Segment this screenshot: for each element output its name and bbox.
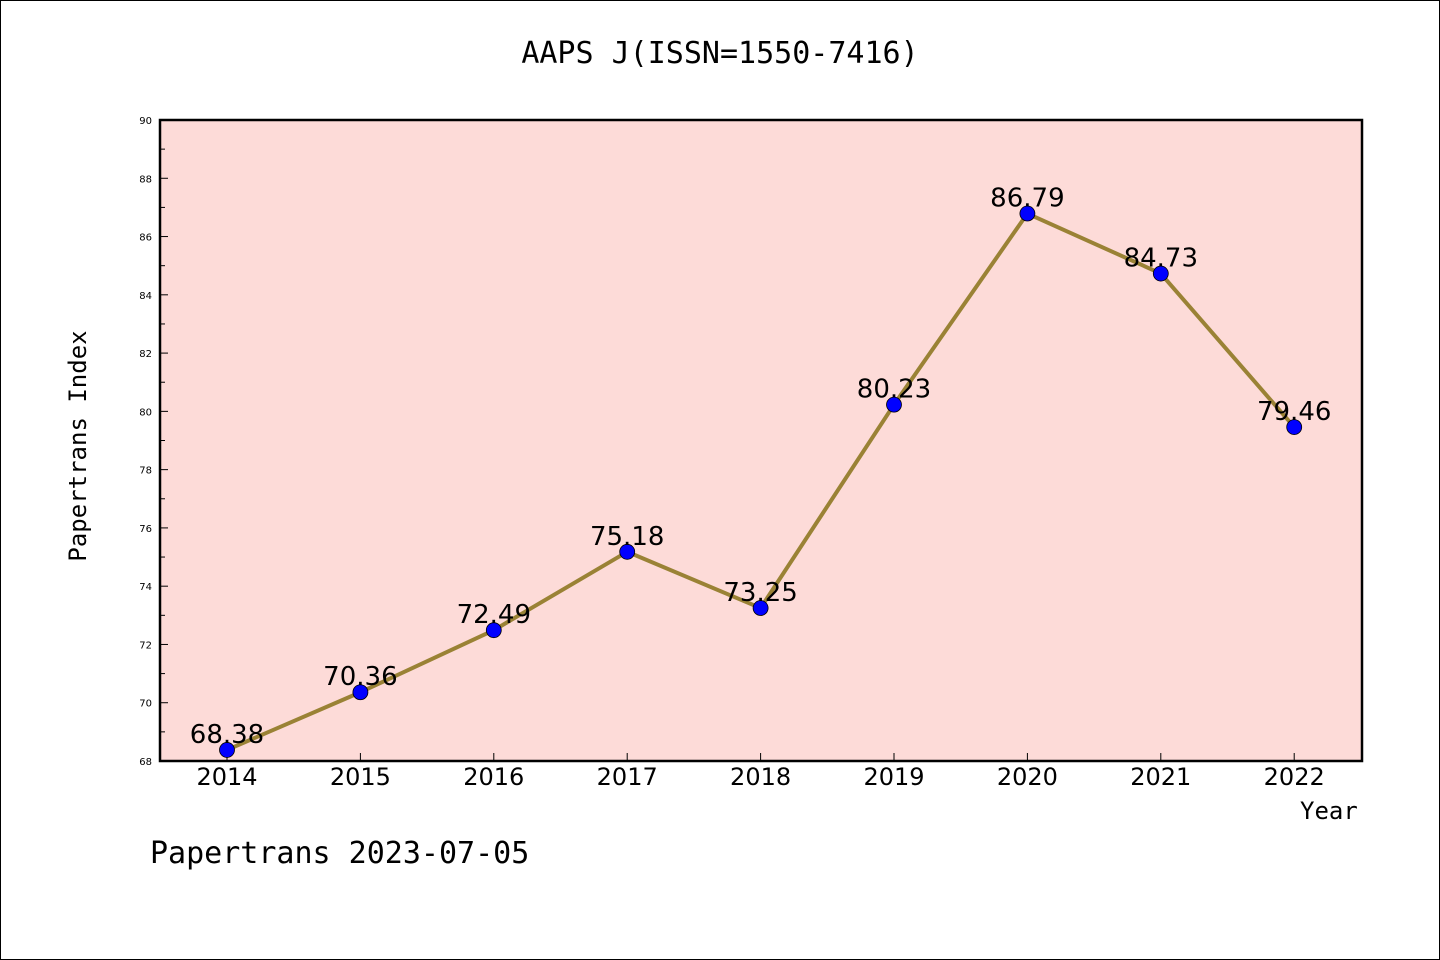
data-label: 75.18 — [590, 522, 664, 552]
y-tick-label: 80 — [139, 407, 152, 418]
x-tick-label: 2021 — [1130, 763, 1191, 791]
y-tick-label: 86 — [139, 233, 152, 244]
data-label: 73.25 — [723, 578, 797, 608]
y-tick-label: 74 — [139, 582, 152, 593]
x-tick-label: 2014 — [196, 763, 257, 791]
y-tick-label: 82 — [139, 349, 152, 360]
y-tick-label: 76 — [139, 524, 152, 535]
footer-caption: Papertrans 2023-07-05 — [150, 836, 530, 871]
plot-area — [160, 120, 1362, 761]
data-label: 86.79 — [990, 184, 1064, 214]
y-tick-label: 70 — [139, 699, 152, 710]
x-tick-label: 2019 — [863, 763, 924, 791]
data-point — [1286, 419, 1303, 435]
chart-title: AAPS J(ISSN=1550-7416) — [521, 36, 919, 71]
data-label: 68.38 — [190, 720, 264, 750]
x-axis-label: Year — [1300, 797, 1358, 825]
data-point — [352, 684, 369, 701]
data-point — [1152, 265, 1169, 282]
x-tick-label: 2016 — [463, 763, 524, 791]
x-tick-label: 2020 — [997, 763, 1058, 791]
data-label: 79.46 — [1257, 397, 1331, 427]
data-point — [1019, 205, 1036, 222]
x-tick-label: 2018 — [730, 763, 791, 791]
y-tick-label: 88 — [139, 174, 152, 185]
data-point — [619, 543, 636, 560]
data-label: 72.49 — [457, 600, 531, 630]
data-point — [485, 622, 502, 639]
data-label: 84.73 — [1124, 244, 1198, 274]
data-point — [752, 600, 769, 616]
x-tick-label: 2022 — [1264, 763, 1325, 791]
plot-border — [158, 118, 1364, 763]
data-point — [219, 742, 235, 758]
x-tick-label: 2017 — [597, 763, 658, 791]
y-tick-label: 90 — [139, 116, 152, 127]
x-tick-label: 2015 — [330, 763, 391, 791]
y-tick-label: 78 — [139, 466, 152, 477]
y-tick-label: 84 — [139, 291, 152, 302]
data-point — [886, 396, 902, 413]
y-tick-label: 68 — [139, 757, 152, 768]
data-label: 70.36 — [323, 662, 397, 692]
y-tick-label: 72 — [139, 640, 152, 651]
data-label: 80.23 — [857, 375, 931, 405]
